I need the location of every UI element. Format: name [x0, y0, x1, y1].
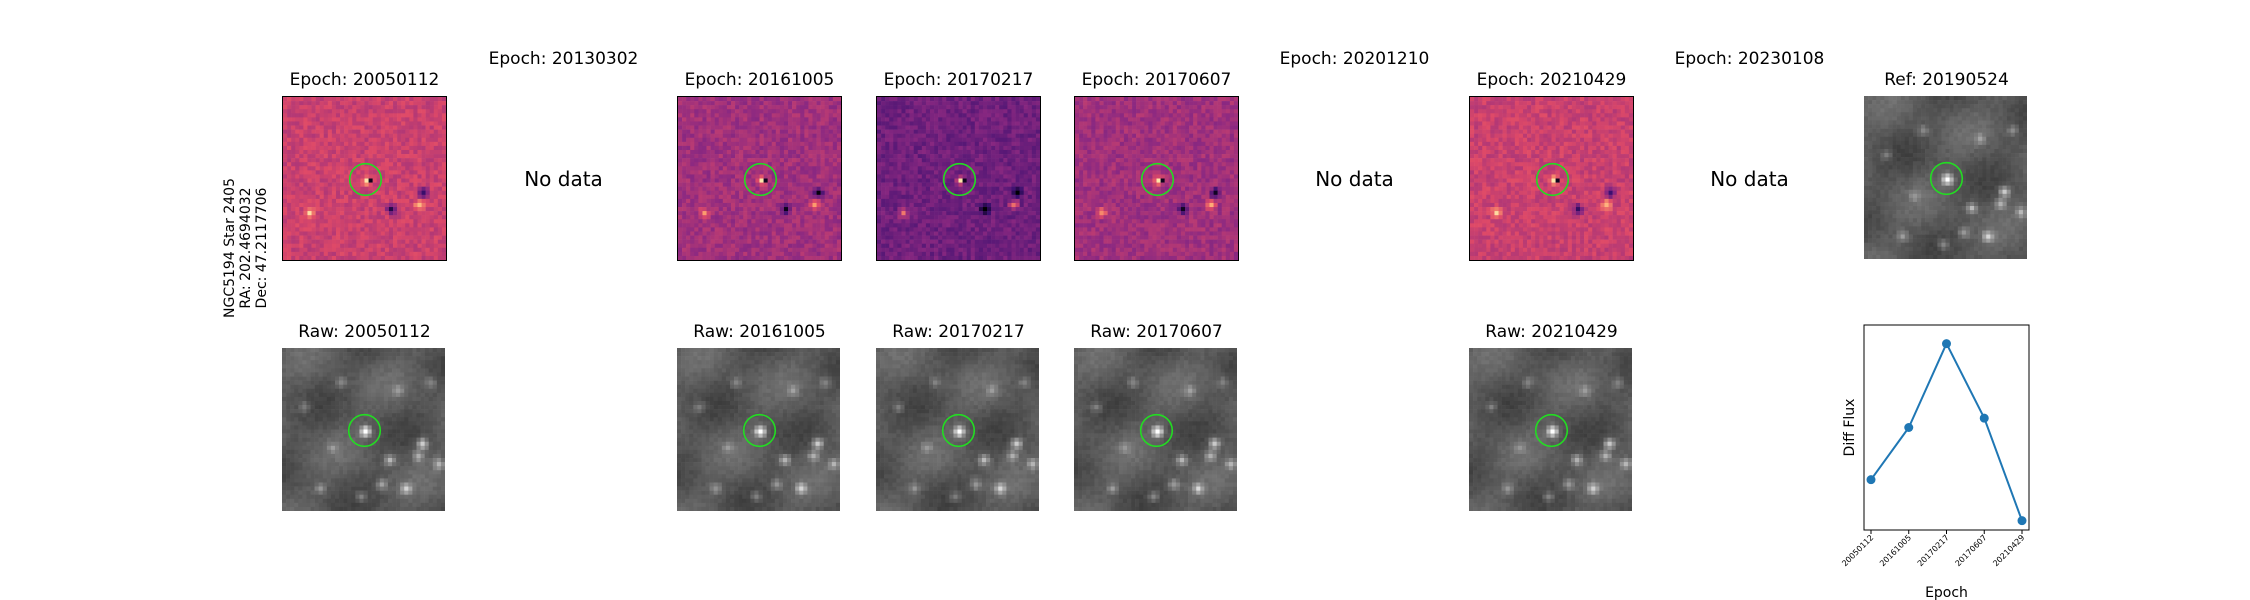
target-circle	[348, 162, 383, 197]
nodata-title: Epoch: 20201210	[1279, 49, 1430, 69]
raw-cutout	[1074, 348, 1239, 513]
x-tick-label: 20210429	[1991, 533, 2026, 568]
cutout-title: Epoch: 20170607	[1081, 70, 1232, 90]
x-tick-label: 20170217	[1916, 533, 1951, 568]
target-circle	[1534, 413, 1569, 448]
raw-cutout-title: Raw: 20050112	[298, 322, 431, 342]
cutout-title: Epoch: 20050112	[289, 70, 440, 90]
target-circle	[1140, 162, 1175, 197]
data-point	[1942, 339, 1951, 349]
cutout-title: Ref: 20190524	[1884, 70, 2009, 90]
target-circle	[1139, 413, 1174, 448]
data-point	[2017, 516, 2027, 526]
raw-cutout	[1469, 348, 1634, 513]
x-tick-label: 20170607	[1954, 533, 1989, 568]
raw-cutout-title: Raw: 20210429	[1485, 322, 1618, 342]
cutout-title: Epoch: 20210429	[1476, 70, 1627, 90]
nodata-title: Epoch: 20230108	[1674, 49, 1825, 69]
difference-cutout	[876, 96, 1041, 261]
target-circle	[942, 162, 977, 197]
target-circle	[1535, 162, 1570, 197]
cutout-title: Epoch: 20170217	[883, 70, 1034, 90]
raw-cutout	[677, 348, 842, 513]
target-circle	[941, 413, 976, 448]
data-point	[1904, 423, 1914, 432]
raw-cutout-title: Raw: 20161005	[693, 322, 826, 342]
x-tick-label: 20161005	[1878, 533, 1913, 568]
raw-cutout	[876, 348, 1041, 513]
raw-cutout-title: Raw: 20170217	[892, 322, 1025, 342]
difference-cutout	[1469, 96, 1634, 261]
x-axis-label: Epoch	[1925, 585, 1968, 600]
cutout-title: Epoch: 20161005	[684, 70, 835, 90]
raw-cutout-title: Raw: 20170607	[1090, 322, 1223, 342]
chart-frame	[1863, 324, 2030, 531]
reference-cutout	[1864, 96, 2029, 261]
difference-cutout	[677, 96, 842, 261]
difference-cutout	[282, 96, 447, 261]
target-circle	[1929, 161, 1964, 196]
no-data-label: No data	[524, 166, 603, 191]
nodata-title: Epoch: 20130302	[488, 49, 639, 69]
x-tick-label: 20050112	[1840, 533, 1875, 568]
no-data-label: No data	[1315, 166, 1394, 191]
no-data-label: No data	[1710, 166, 1789, 191]
difference-cutout	[1074, 96, 1239, 261]
series-line	[1870, 341, 2023, 522]
target-circle	[742, 413, 777, 448]
target-circle	[743, 162, 778, 197]
data-point	[1979, 413, 1989, 423]
data-point	[1866, 475, 1876, 485]
raw-cutout	[282, 348, 447, 513]
y-axis-label: Diff Flux	[1842, 399, 1858, 457]
target-circle	[347, 413, 382, 448]
